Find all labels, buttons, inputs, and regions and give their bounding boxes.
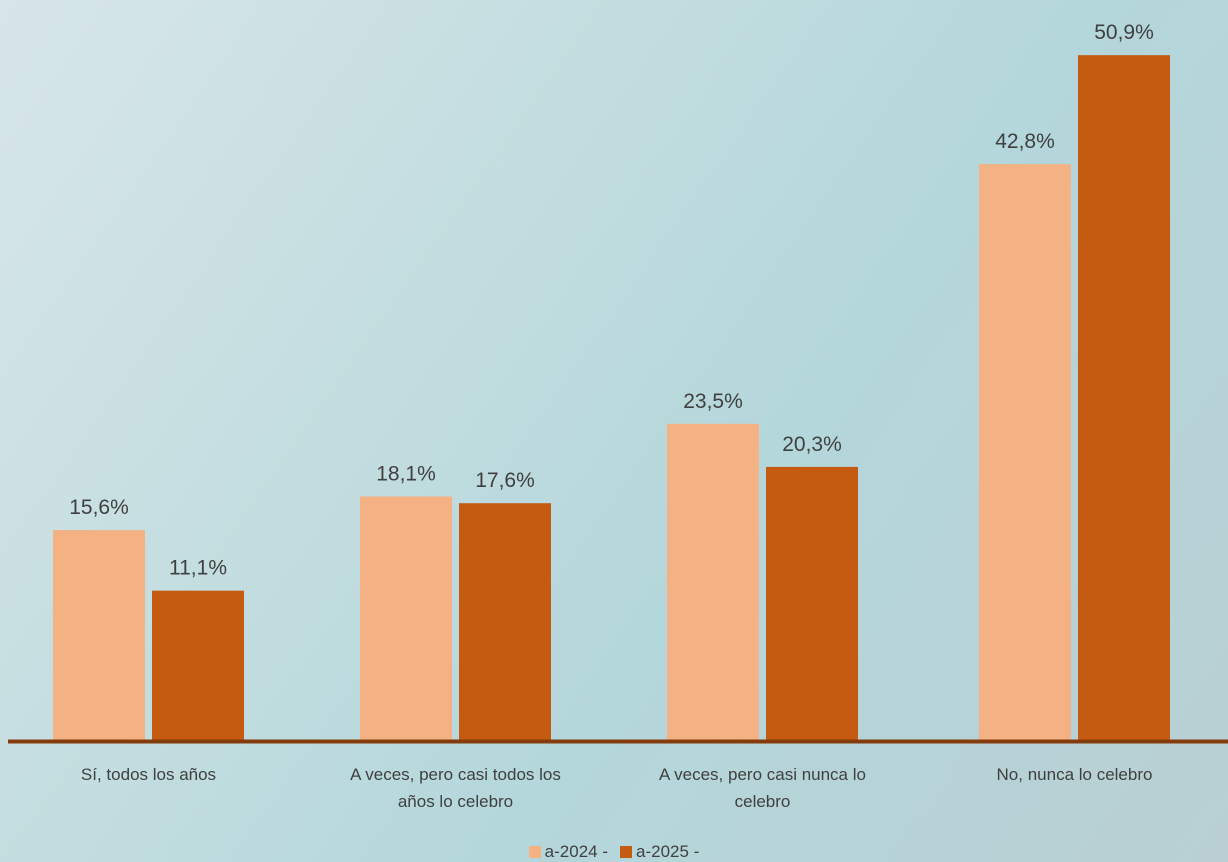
legend-label-series-2: a-2025 -	[636, 842, 700, 861]
category-label-1: Sí, todos los años	[81, 765, 216, 784]
data-label-series-1-cat-2: 18,1%	[376, 462, 436, 485]
bar-series-2-cat-2	[459, 503, 551, 740]
category-label-4: No, nunca lo celebro	[997, 765, 1153, 784]
bar-series-1-cat-2	[360, 496, 452, 740]
data-label-series-2-cat-2: 17,6%	[475, 469, 535, 492]
chart-legend: a-2024 - a-2025 -	[0, 842, 1228, 862]
bar-series-1-cat-1	[53, 530, 145, 740]
data-label-series-2-cat-3: 20,3%	[782, 433, 842, 456]
bar-series-1-cat-3	[667, 423, 759, 740]
legend-label-series-1: a-2024 -	[544, 842, 608, 861]
bar-series-1-cat-4	[979, 164, 1071, 741]
bar-series-2-cat-3	[766, 466, 858, 740]
legend-item-series-1: a-2024 -	[528, 842, 608, 862]
data-label-series-2-cat-1: 11,1%	[169, 557, 227, 580]
category-label-2: A veces, pero casi todos los años lo cele…	[350, 765, 561, 811]
data-label-series-1-cat-4: 42,8%	[995, 130, 1055, 153]
data-label-series-1-cat-3: 23,5%	[683, 390, 743, 413]
bar-series-2-cat-4	[1078, 55, 1170, 740]
data-label-series-2-cat-4: 50,9%	[1094, 21, 1154, 44]
category-label-3: A veces, pero casi nunca lo celebro	[659, 765, 866, 811]
legend-item-series-2: a-2025 -	[620, 842, 699, 862]
data-label-series-1-cat-1: 15,6%	[69, 496, 129, 519]
legend-swatch-series-1	[528, 846, 541, 858]
legend-swatch-series-2	[620, 846, 632, 858]
bar-series-2-cat-1	[152, 590, 244, 740]
